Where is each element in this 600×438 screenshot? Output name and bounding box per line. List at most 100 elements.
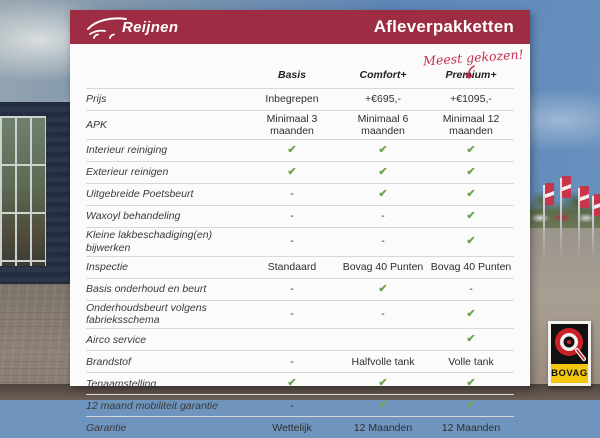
page-title: Afleverpakketten [373,17,514,36]
table-row: Exterieur reinigen ✔ ✔ ✔ [86,160,514,183]
table-row: Brandstof - Halfvolle tank Volle tank [86,350,514,372]
row-label: Kleine lakbeschadiging(en) bijwerken [86,229,213,254]
afleverpakketten-card: Reijnen Afleverpakketten Meest gekozen! … [70,10,530,434]
cell-value: 12 Maanden [441,421,501,434]
table-row: Waxoyl behandeling - - ✔ [86,204,514,227]
check-icon: ✔ [287,143,297,156]
row-label: Brandstof [86,355,131,368]
cell-value: Halfvolle tank [351,355,415,368]
table-row: Uitgebreide Poetsbeurt - ✔ ✔ [86,182,514,205]
bovag-label-band: BOVAG [551,364,588,383]
reijnen-logo: Reijnen [86,12,178,42]
cell-value: Minimaal 3 maanden [266,112,318,137]
table-row: Basis onderhoud en beurt - ✔ - [86,277,514,300]
row-label: Inspectie [86,260,129,273]
check-icon: ✔ [378,399,388,412]
car-swoosh-icon [87,17,127,39]
check-icon: ✔ [287,377,297,390]
row-label: Interieur reiniging [86,144,168,157]
table-row: Onderhoudsbeurt volgens fabrieksschema - -… [86,299,514,329]
arrow-down-icon [465,65,475,79]
cell-value: Bovag 40 Punten [430,260,512,273]
check-icon: ✔ [378,187,388,200]
check-icon: ✔ [466,399,476,412]
row-label: Basis onderhoud en beurt [86,282,207,295]
cell-value: - [381,308,385,321]
flag-pole [543,185,545,260]
cell-value: - [290,210,294,223]
red-flag [545,183,554,205]
cell-value: - [290,282,294,295]
check-icon: ✔ [466,209,476,222]
cell-value: +€1095,- [450,93,492,106]
cell-value: Standaard [267,260,317,273]
table-row: Garantie Wettelijk 12 Maanden 12 Maanden [86,416,514,438]
check-icon: ✔ [378,377,388,390]
check-icon: ✔ [287,165,297,178]
table-rows: Prijs Inbegrepen +€695,- +€1095,- APK Minimaa… [86,88,514,438]
cell-value: Minimaal 6 maanden [357,112,409,137]
check-icon: ✔ [466,307,476,320]
table-row: Tenaamstelling ✔ ✔ ✔ [86,372,514,394]
cell-value: - [290,355,294,368]
cell-value: - [290,188,294,201]
building-windows [0,116,46,266]
check-icon: ✔ [466,187,476,200]
table-row: Prijs Inbegrepen +€695,- +€1095,- [86,88,514,110]
parked-cars [530,210,600,226]
table-row: Interieur reiniging ✔ ✔ ✔ [86,138,514,161]
cell-value: - [290,399,294,412]
bovag-wheel-icon [551,324,588,364]
cell-value: 12 Maanden [353,421,413,434]
check-icon: ✔ [378,143,388,156]
flag-pole [560,178,562,260]
column-header-comfort: Comfort+ [359,68,407,81]
cell-value: Volle tank [448,355,494,368]
row-label: Uitgebreide Poetsbeurt [86,188,194,201]
check-icon: ✔ [466,235,476,248]
bovag-badge: BOVAG [548,321,591,386]
cell-value: Wettelijk [272,421,312,434]
check-icon: ✔ [466,165,476,178]
cell-value: Minimaal 12 maanden [442,112,500,137]
flag-pole [592,196,594,258]
cell-value: Inbegrepen [265,93,319,106]
check-icon: ✔ [378,165,388,178]
table-row: APK Minimaal 3 maanden Minimaal 6 maanden M… [86,110,514,139]
red-flag [562,176,571,198]
red-flag [594,194,600,216]
row-label: Waxoyl behandeling [86,210,181,223]
row-label: 12 maand mobiliteit garantie [86,399,218,412]
check-icon: ✔ [378,282,388,295]
column-header-basis: Basis [277,68,307,81]
cell-value: - [381,210,385,223]
flag-pole [578,188,580,258]
row-label: Onderhoudsbeurt volgens fabrieksschema [86,302,207,327]
column-header-premium: Premium+ [445,68,497,81]
cell-value: Bovag 40 Punten [342,260,424,273]
cell-value: - [469,282,473,295]
cell-value: +€695,- [365,93,401,106]
dealership-building [0,102,74,288]
check-icon: ✔ [466,333,476,346]
row-label: APK [86,118,108,131]
pavement-strip [0,384,600,400]
table-row: 12 maand mobiliteit garantie - ✔ ✔ [86,394,514,416]
pavement [0,284,74,400]
check-icon: ✔ [466,377,476,390]
table-row: Inspectie Standaard Bovag 40 Punten Bovag 4… [86,255,514,278]
table-row: Kleine lakbeschadiging(en) bijwerken - - ✔ [86,226,514,256]
brand-name: Reijnen [122,18,179,36]
table-row: Airco service ✔ [86,328,514,350]
row-label: Prijs [86,93,107,106]
red-flag [580,186,589,208]
cell-value: - [290,235,294,248]
card-body: Meest gekozen! Basis Comfort+ Premium+ P… [70,44,530,438]
table-header-row: Basis Comfort+ Premium+ [86,64,514,88]
row-label: Exterieur reinigen [86,166,169,179]
row-label: Airco service [86,333,147,346]
cell-value: - [381,235,385,248]
card-header: Reijnen Afleverpakketten [70,10,530,44]
cell-value: - [290,308,294,321]
check-icon: ✔ [466,143,476,156]
